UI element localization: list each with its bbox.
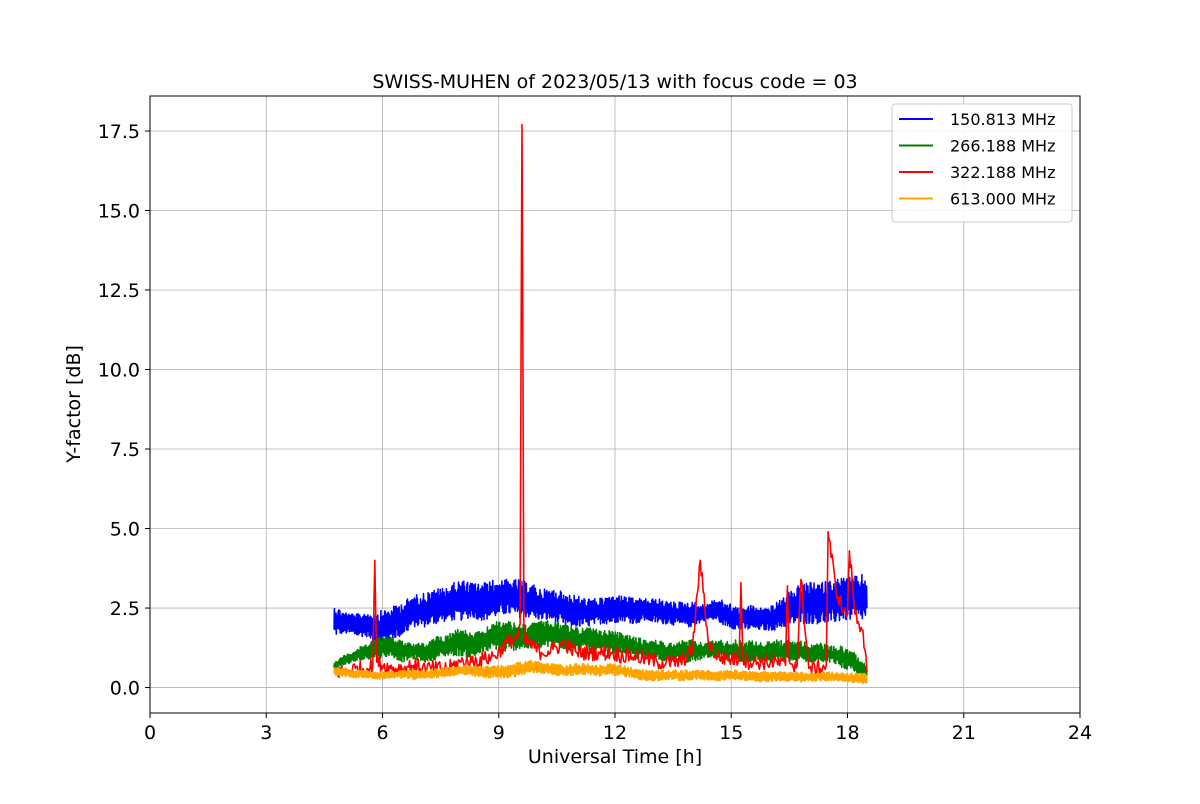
legend-label-266-188-mhz: 266.188 MHz xyxy=(950,137,1055,156)
x-axis-label: Universal Time [h] xyxy=(528,746,702,768)
series-line-322-188-mhz xyxy=(333,123,868,679)
legend: 150.813 MHz 266.188 MHz 322.188 MHz 613.000… xyxy=(891,103,1073,223)
y-tick-label: 12.5 xyxy=(98,280,140,302)
series-line-150-813-mhz xyxy=(333,573,868,646)
x-tick-label: 24 xyxy=(1068,722,1092,744)
legend-box xyxy=(891,103,1073,223)
legend-label-322-188-mhz: 322.188 MHz xyxy=(950,163,1055,182)
y-tick-label: 7.5 xyxy=(110,439,140,461)
x-tick-label: 3 xyxy=(260,722,272,744)
series-line-266-188-mhz xyxy=(333,620,868,677)
y-tick-label: 17.5 xyxy=(98,121,140,143)
x-tick-label: 18 xyxy=(835,722,859,744)
y-axis: 0.0 2.5 5.0 7.5 10.0 12.5 15.0 17.5 xyxy=(98,121,150,700)
legend-label-613-000-mhz: 613.000 MHz xyxy=(950,190,1055,209)
series-line-613-000-mhz xyxy=(333,659,868,685)
x-tick-label: 0 xyxy=(144,722,156,744)
y-tick-label: 15.0 xyxy=(98,200,140,222)
series-layer xyxy=(333,123,868,685)
x-axis: 0 3 6 9 12 15 18 21 24 xyxy=(144,713,1092,744)
y-tick-label: 0.0 xyxy=(110,678,140,700)
x-tick-label: 9 xyxy=(493,722,505,744)
x-tick-label: 12 xyxy=(603,722,627,744)
x-tick-label: 6 xyxy=(376,722,388,744)
x-tick-label: 21 xyxy=(952,722,976,744)
legend-label-150-813-mhz: 150.813 MHz xyxy=(950,110,1055,129)
x-tick-label: 15 xyxy=(719,722,743,744)
y-tick-label: 10.0 xyxy=(98,360,140,382)
y-tick-label: 5.0 xyxy=(110,519,140,541)
y-axis-label: Y-factor [dB] xyxy=(63,345,85,464)
y-tick-label: 2.5 xyxy=(110,598,140,620)
chart-title: SWISS-MUHEN of 2023/05/13 with focus cod… xyxy=(372,71,857,93)
